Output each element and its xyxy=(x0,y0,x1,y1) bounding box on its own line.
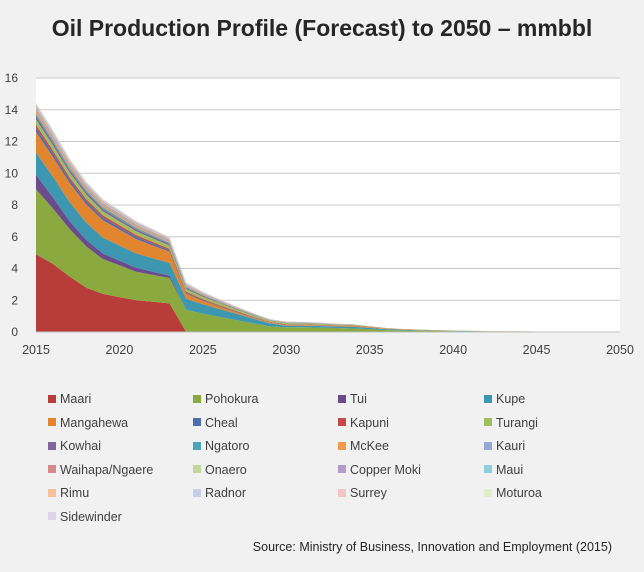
y-tick-label: 16 xyxy=(5,71,19,85)
legend-item: Maui xyxy=(484,462,523,478)
legend-label: Ngatoro xyxy=(205,439,250,453)
legend-item: Sidewinder xyxy=(48,509,122,525)
legend-item: Cheal xyxy=(193,415,238,431)
legend-swatch xyxy=(48,488,56,497)
legend-label: Cheal xyxy=(205,415,238,430)
legend-item: Rimu xyxy=(48,485,89,501)
y-tick-label: 6 xyxy=(11,230,18,244)
legend-label: Tui xyxy=(350,392,367,406)
x-tick-label: 2040 xyxy=(439,343,467,357)
legend-label: Surrey xyxy=(350,486,387,500)
y-tick-label: 12 xyxy=(5,135,19,149)
legend-label: Sidewinder xyxy=(60,509,122,524)
legend-swatch xyxy=(193,418,201,427)
legend-item: Surrey xyxy=(338,485,387,501)
legend-swatch xyxy=(338,441,346,450)
x-tick-label: 2035 xyxy=(356,343,384,357)
legend-label: Turangi xyxy=(496,415,538,430)
legend-item: Kupe xyxy=(484,391,525,407)
legend-label: Radnor xyxy=(205,486,246,500)
legend-label: McKee xyxy=(350,439,389,453)
legend-label: Onaero xyxy=(205,462,247,477)
x-tick-label: 2030 xyxy=(272,343,300,357)
area-series-8 xyxy=(36,116,620,332)
area-series-0 xyxy=(36,254,620,332)
legend-label: Rimu xyxy=(60,486,90,500)
legend-item: McKee xyxy=(338,438,389,454)
legend-label: Kauri xyxy=(496,439,526,453)
area-series-7 xyxy=(36,119,620,332)
legend-swatch xyxy=(193,441,201,450)
legend-item: Radnor xyxy=(193,485,246,501)
legend-swatch xyxy=(484,465,492,474)
legend-swatch xyxy=(48,512,56,521)
legend-label: Kowhai xyxy=(60,439,101,453)
legend-item: Kowhai xyxy=(48,438,101,454)
x-tick-label: 2020 xyxy=(106,343,134,357)
y-tick-label: 4 xyxy=(11,262,18,276)
source-note: Source: Ministry of Business, Innovation… xyxy=(252,540,612,554)
legend-swatch xyxy=(338,488,346,497)
legend-label: Kupe xyxy=(496,392,526,406)
legend-label: Pohokura xyxy=(205,392,259,406)
legend-item: Kauri xyxy=(484,438,525,454)
legend-swatch xyxy=(193,394,201,403)
legend-item: Turangi xyxy=(484,415,538,431)
x-tick-label: 2045 xyxy=(523,343,551,357)
legend-item: Tui xyxy=(338,391,367,407)
legend-label: Copper Moki xyxy=(350,462,421,477)
legend-swatch xyxy=(484,394,492,403)
legend-label: Mangahewa xyxy=(60,415,129,430)
legend-item: Kapuni xyxy=(338,415,389,431)
chart-title: Oil Production Profile (Forecast) to 205… xyxy=(51,15,593,41)
legend-swatch xyxy=(338,465,346,474)
legend-swatch xyxy=(484,441,492,450)
legend-swatch xyxy=(48,465,56,474)
y-tick-label: 10 xyxy=(5,166,19,180)
legend-item: Onaero xyxy=(193,462,247,478)
x-tick-label: 2025 xyxy=(189,343,217,357)
legend-item: Ngatoro xyxy=(193,438,249,454)
legend-item: Waihapa/Ngaere xyxy=(48,462,153,478)
legend-item: Copper Moki xyxy=(338,462,421,478)
legend-swatch xyxy=(48,418,56,427)
legend-swatch xyxy=(338,394,346,403)
legend-swatch xyxy=(48,394,56,403)
legend-label: Kapuni xyxy=(350,415,389,430)
legend-swatch xyxy=(338,418,346,427)
legend-item: Mangahewa xyxy=(48,415,128,431)
y-tick-label: 14 xyxy=(5,103,19,117)
legend-label: Moturoa xyxy=(496,486,542,500)
y-tick-label: 0 xyxy=(11,325,18,339)
y-tick-label: 8 xyxy=(11,198,18,212)
x-tick-label: 2015 xyxy=(22,343,50,357)
legend-swatch xyxy=(48,441,56,450)
legend-label: Maui xyxy=(496,462,524,477)
legend-swatch xyxy=(193,465,201,474)
legend-label: Waihapa/Ngaere xyxy=(60,462,154,477)
legend-label: Maari xyxy=(60,392,92,406)
legend-swatch xyxy=(484,418,492,427)
legend-item: Moturoa xyxy=(484,485,542,501)
y-tick-label: 2 xyxy=(11,293,18,307)
legend-swatch xyxy=(484,488,492,497)
legend-item: Pohokura xyxy=(193,391,259,407)
legend-item: Maari xyxy=(48,391,91,407)
legend-swatch xyxy=(193,488,201,497)
x-tick-label: 2050 xyxy=(606,343,634,357)
